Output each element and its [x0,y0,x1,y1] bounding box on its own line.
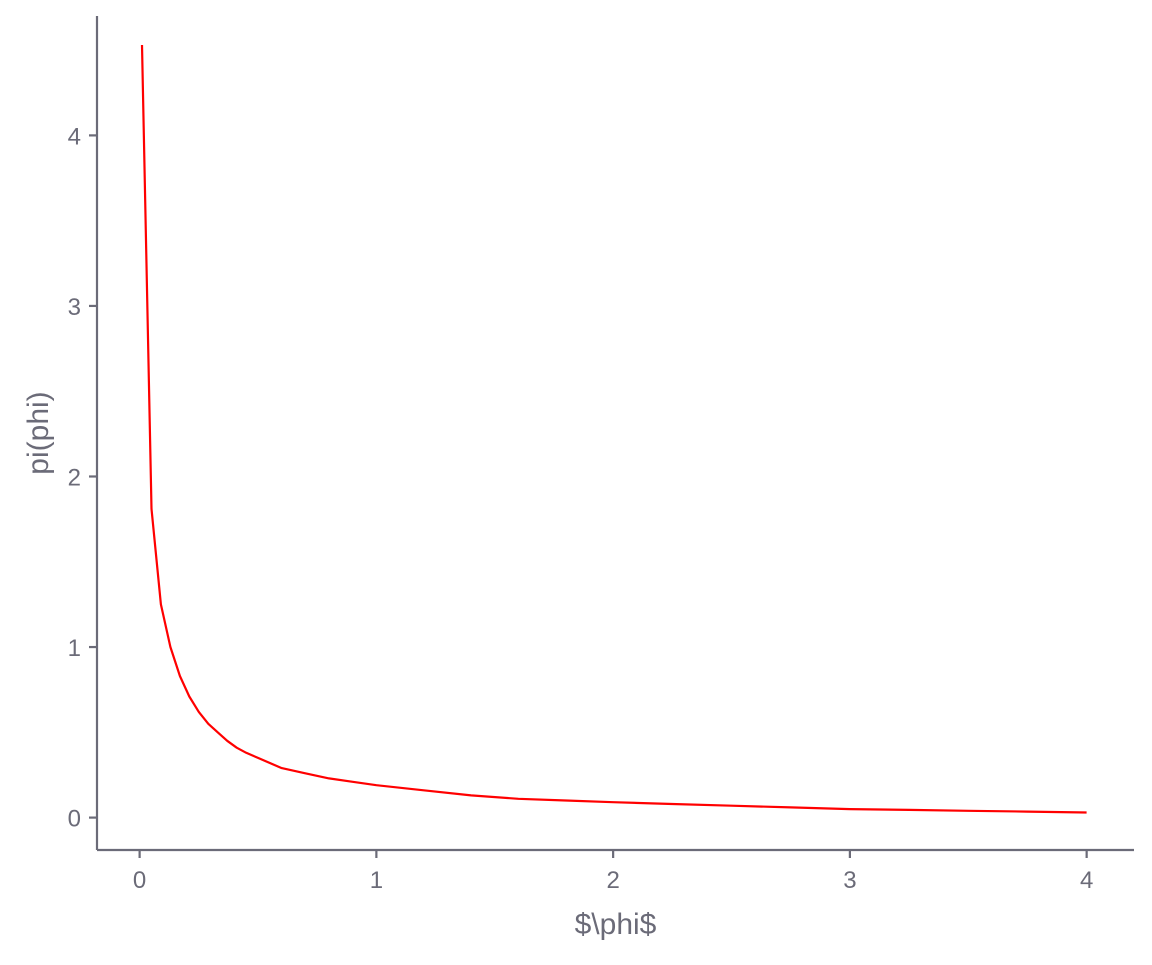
y-tick-label: 3 [68,294,81,321]
y-tick-label: 4 [68,123,81,150]
y-tick-label: 0 [68,806,81,833]
x-tick-label: 1 [370,867,383,894]
axis-layer [95,16,1134,852]
x-tick-label: 2 [606,867,619,894]
x-tick-label: 3 [843,867,856,894]
series-line [140,44,1087,814]
x-tick-label: 4 [1080,867,1093,894]
y-tick-label: 1 [68,635,81,662]
y-ticks: 0 1 2 3 4 [68,123,97,833]
y-axis-title: pi(phi) [22,391,55,474]
y-tick-label: 2 [68,464,81,491]
x-ticks: 0 1 2 3 4 [133,850,1093,894]
x-tick-label: 0 [133,867,146,894]
x-axis-title: $\phi$ [575,908,657,941]
series-layer [140,44,1087,814]
